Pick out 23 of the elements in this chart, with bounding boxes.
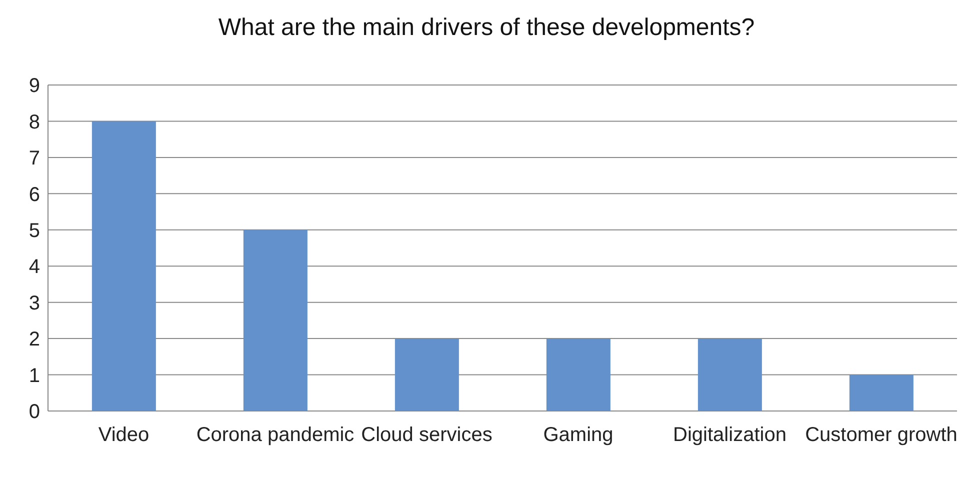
bar <box>849 374 914 411</box>
y-tick-label: 4 <box>28 256 40 278</box>
x-tick-label: Gaming <box>543 424 614 446</box>
chart-title: What are the main drivers of these developments? <box>217 13 756 43</box>
y-tick-label: 7 <box>28 148 40 170</box>
y-tick-label: 5 <box>28 220 40 242</box>
x-tick-label: Cloud services <box>361 424 492 446</box>
x-tick-label: Corona pandemic <box>196 424 354 446</box>
y-tick-label: 9 <box>28 75 40 98</box>
bar <box>92 121 156 411</box>
bar <box>546 338 610 411</box>
y-tick-label: 3 <box>28 292 40 314</box>
y-tick-label: 0 <box>28 401 40 424</box>
y-tick-label: 2 <box>28 328 40 351</box>
x-tick-label: Customer growth <box>805 424 958 446</box>
y-tick-label: 8 <box>28 111 40 134</box>
bar <box>394 338 459 411</box>
x-tick-label: Digitalization <box>673 424 786 446</box>
y-tick-label: 1 <box>28 364 40 387</box>
bar <box>243 230 308 411</box>
y-tick-label: 6 <box>28 184 40 206</box>
x-tick-label: Video <box>98 424 150 446</box>
bar <box>698 338 762 411</box>
